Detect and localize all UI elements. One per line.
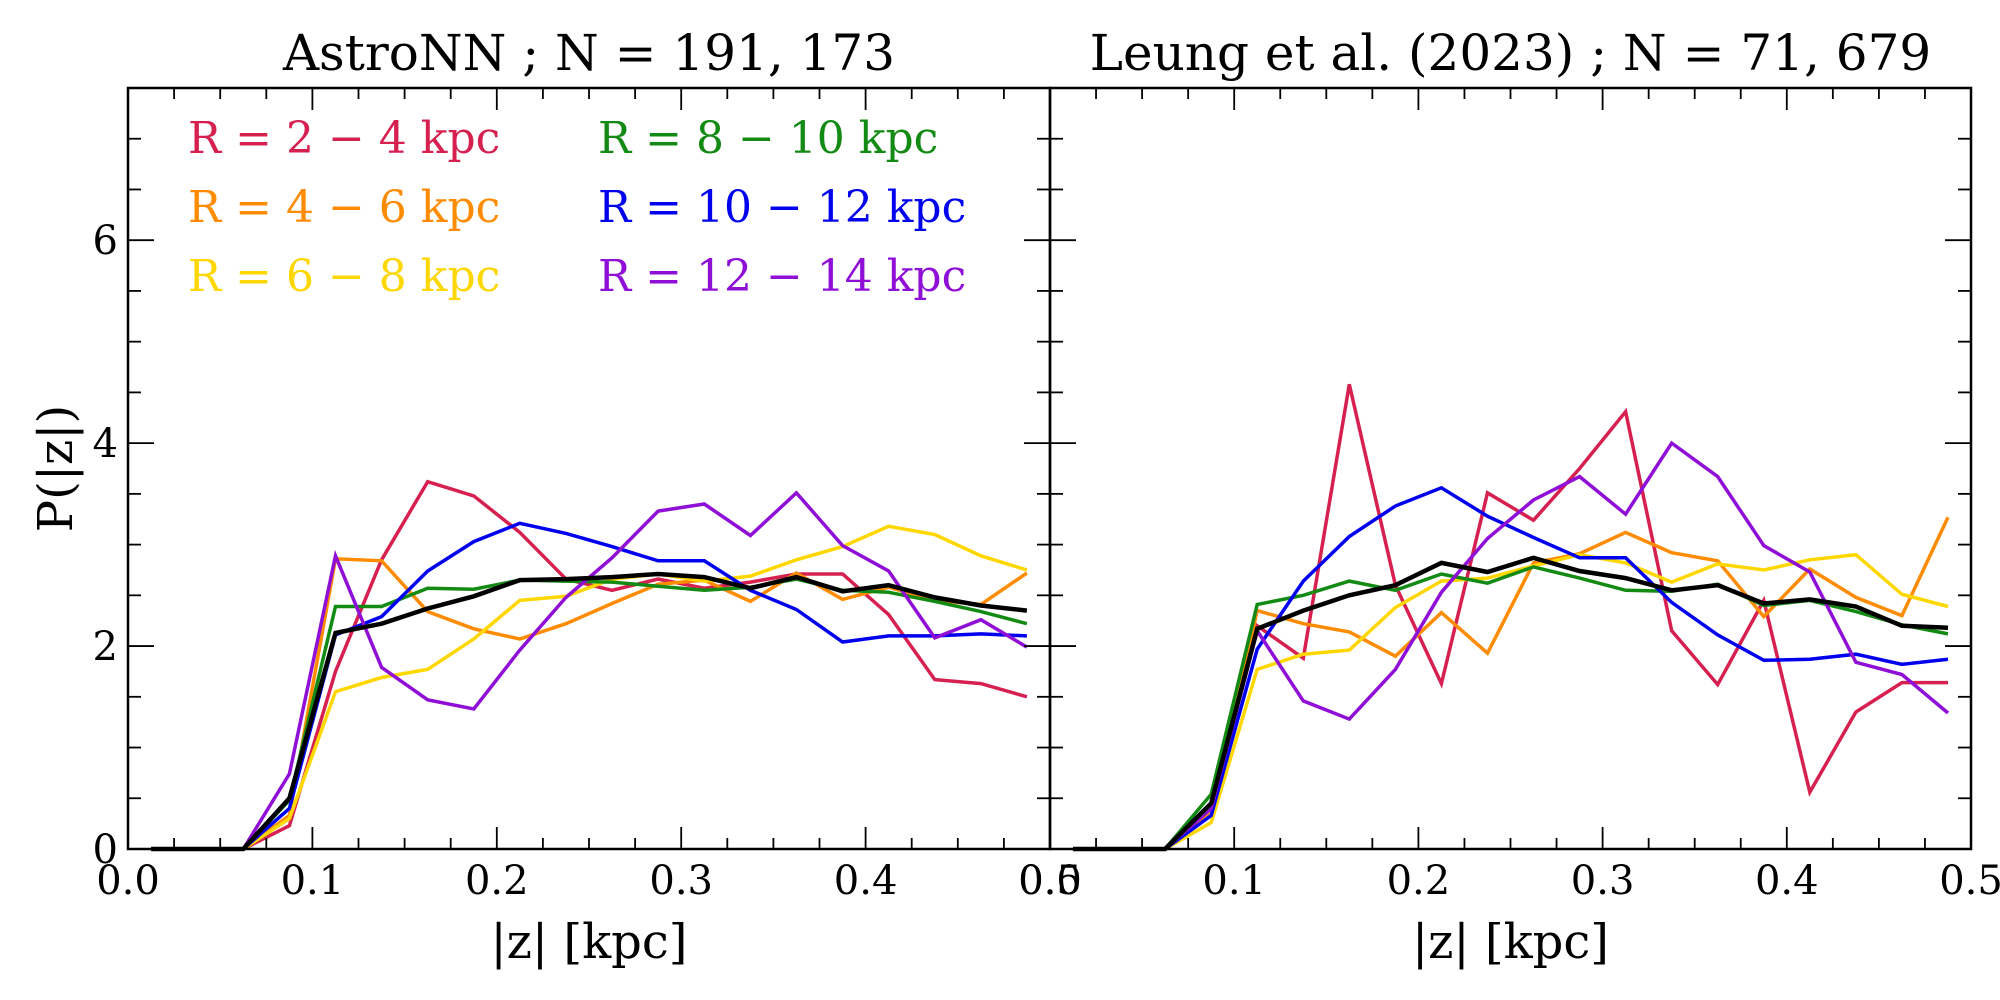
series-line-1: [151, 479, 1028, 851]
x-tick-label: 0.1: [1202, 858, 1266, 904]
x-tick-label: 0.4: [834, 858, 898, 904]
x-tick-label: 0.0: [1018, 858, 1082, 904]
series-line-6: [1073, 440, 1950, 851]
series-line-3: [151, 524, 1028, 851]
x-tick-label: 0.2: [1387, 858, 1451, 904]
series-line-6: [151, 490, 1028, 851]
x-tick-label: 0.3: [1571, 858, 1635, 904]
chart-panels: 0.0 0.1 0.2 0.3 0.4 0.5 0 2 4 6 AstroNN ; N = 191,…: [28, 24, 2000, 970]
series-line-5: [151, 521, 1027, 851]
panel-title: Leung et al. (2023) ; N = 71, 679: [1090, 24, 1931, 82]
x-tick-label: 0.5: [1018, 858, 1082, 904]
legend-entry-4: R = 8 − 10 kpc: [598, 113, 938, 164]
y-tick-label: 4: [93, 421, 118, 467]
x-axis-label: |z| [kpc]: [1412, 914, 1609, 970]
legend-entry-5: R = 10 − 12 kpc: [598, 182, 966, 233]
plot-frame: [1048, 86, 1973, 851]
x-tick-label: 0.5: [1939, 858, 2000, 904]
legend-entry-1: R = 2 − 4 kpc: [188, 113, 500, 164]
series-line-3: [1073, 552, 1949, 851]
x-tick-label: 0.2: [465, 858, 529, 904]
chart-panel-2: 0.0 0.1 0.2 0.3 0.4 0.5 Leung et al. (2023) ; …: [1018, 24, 2000, 970]
y-axis-label: P(|z|): [28, 405, 84, 532]
x-tick-label: 0.1: [281, 858, 345, 904]
series-line-7: [1073, 555, 1949, 852]
legend-entry-2: R = 4 − 6 kpc: [188, 182, 500, 233]
legend: R = 2 − 4 kpc R = 4 − 6 kpc R = 6 − 8 kpc R…: [188, 113, 966, 302]
legend-entry-3: R = 6 − 8 kpc: [188, 251, 500, 302]
series-line-5: [1073, 485, 1949, 851]
x-tick-label: 0.3: [649, 858, 713, 904]
y-tick-label: 6: [93, 218, 118, 264]
legend-entry-6: R = 12 − 14 kpc: [598, 251, 966, 302]
series-line-1: [1073, 383, 1948, 851]
panel-title: AstroNN ; N = 191, 173: [282, 24, 895, 82]
y-tick-label: 2: [93, 624, 118, 670]
x-tick-label: 0.0: [96, 858, 160, 904]
chart-panel-1: 0.0 0.1 0.2 0.3 0.4 0.5 0 2 4 6 AstroNN ; N = 191,…: [28, 24, 1082, 970]
y-tick-label: 0: [93, 827, 118, 873]
x-axis-label: |z| [kpc]: [490, 914, 687, 970]
series-line-7: [151, 571, 1028, 852]
x-tick-label: 0.4: [1755, 858, 1819, 904]
